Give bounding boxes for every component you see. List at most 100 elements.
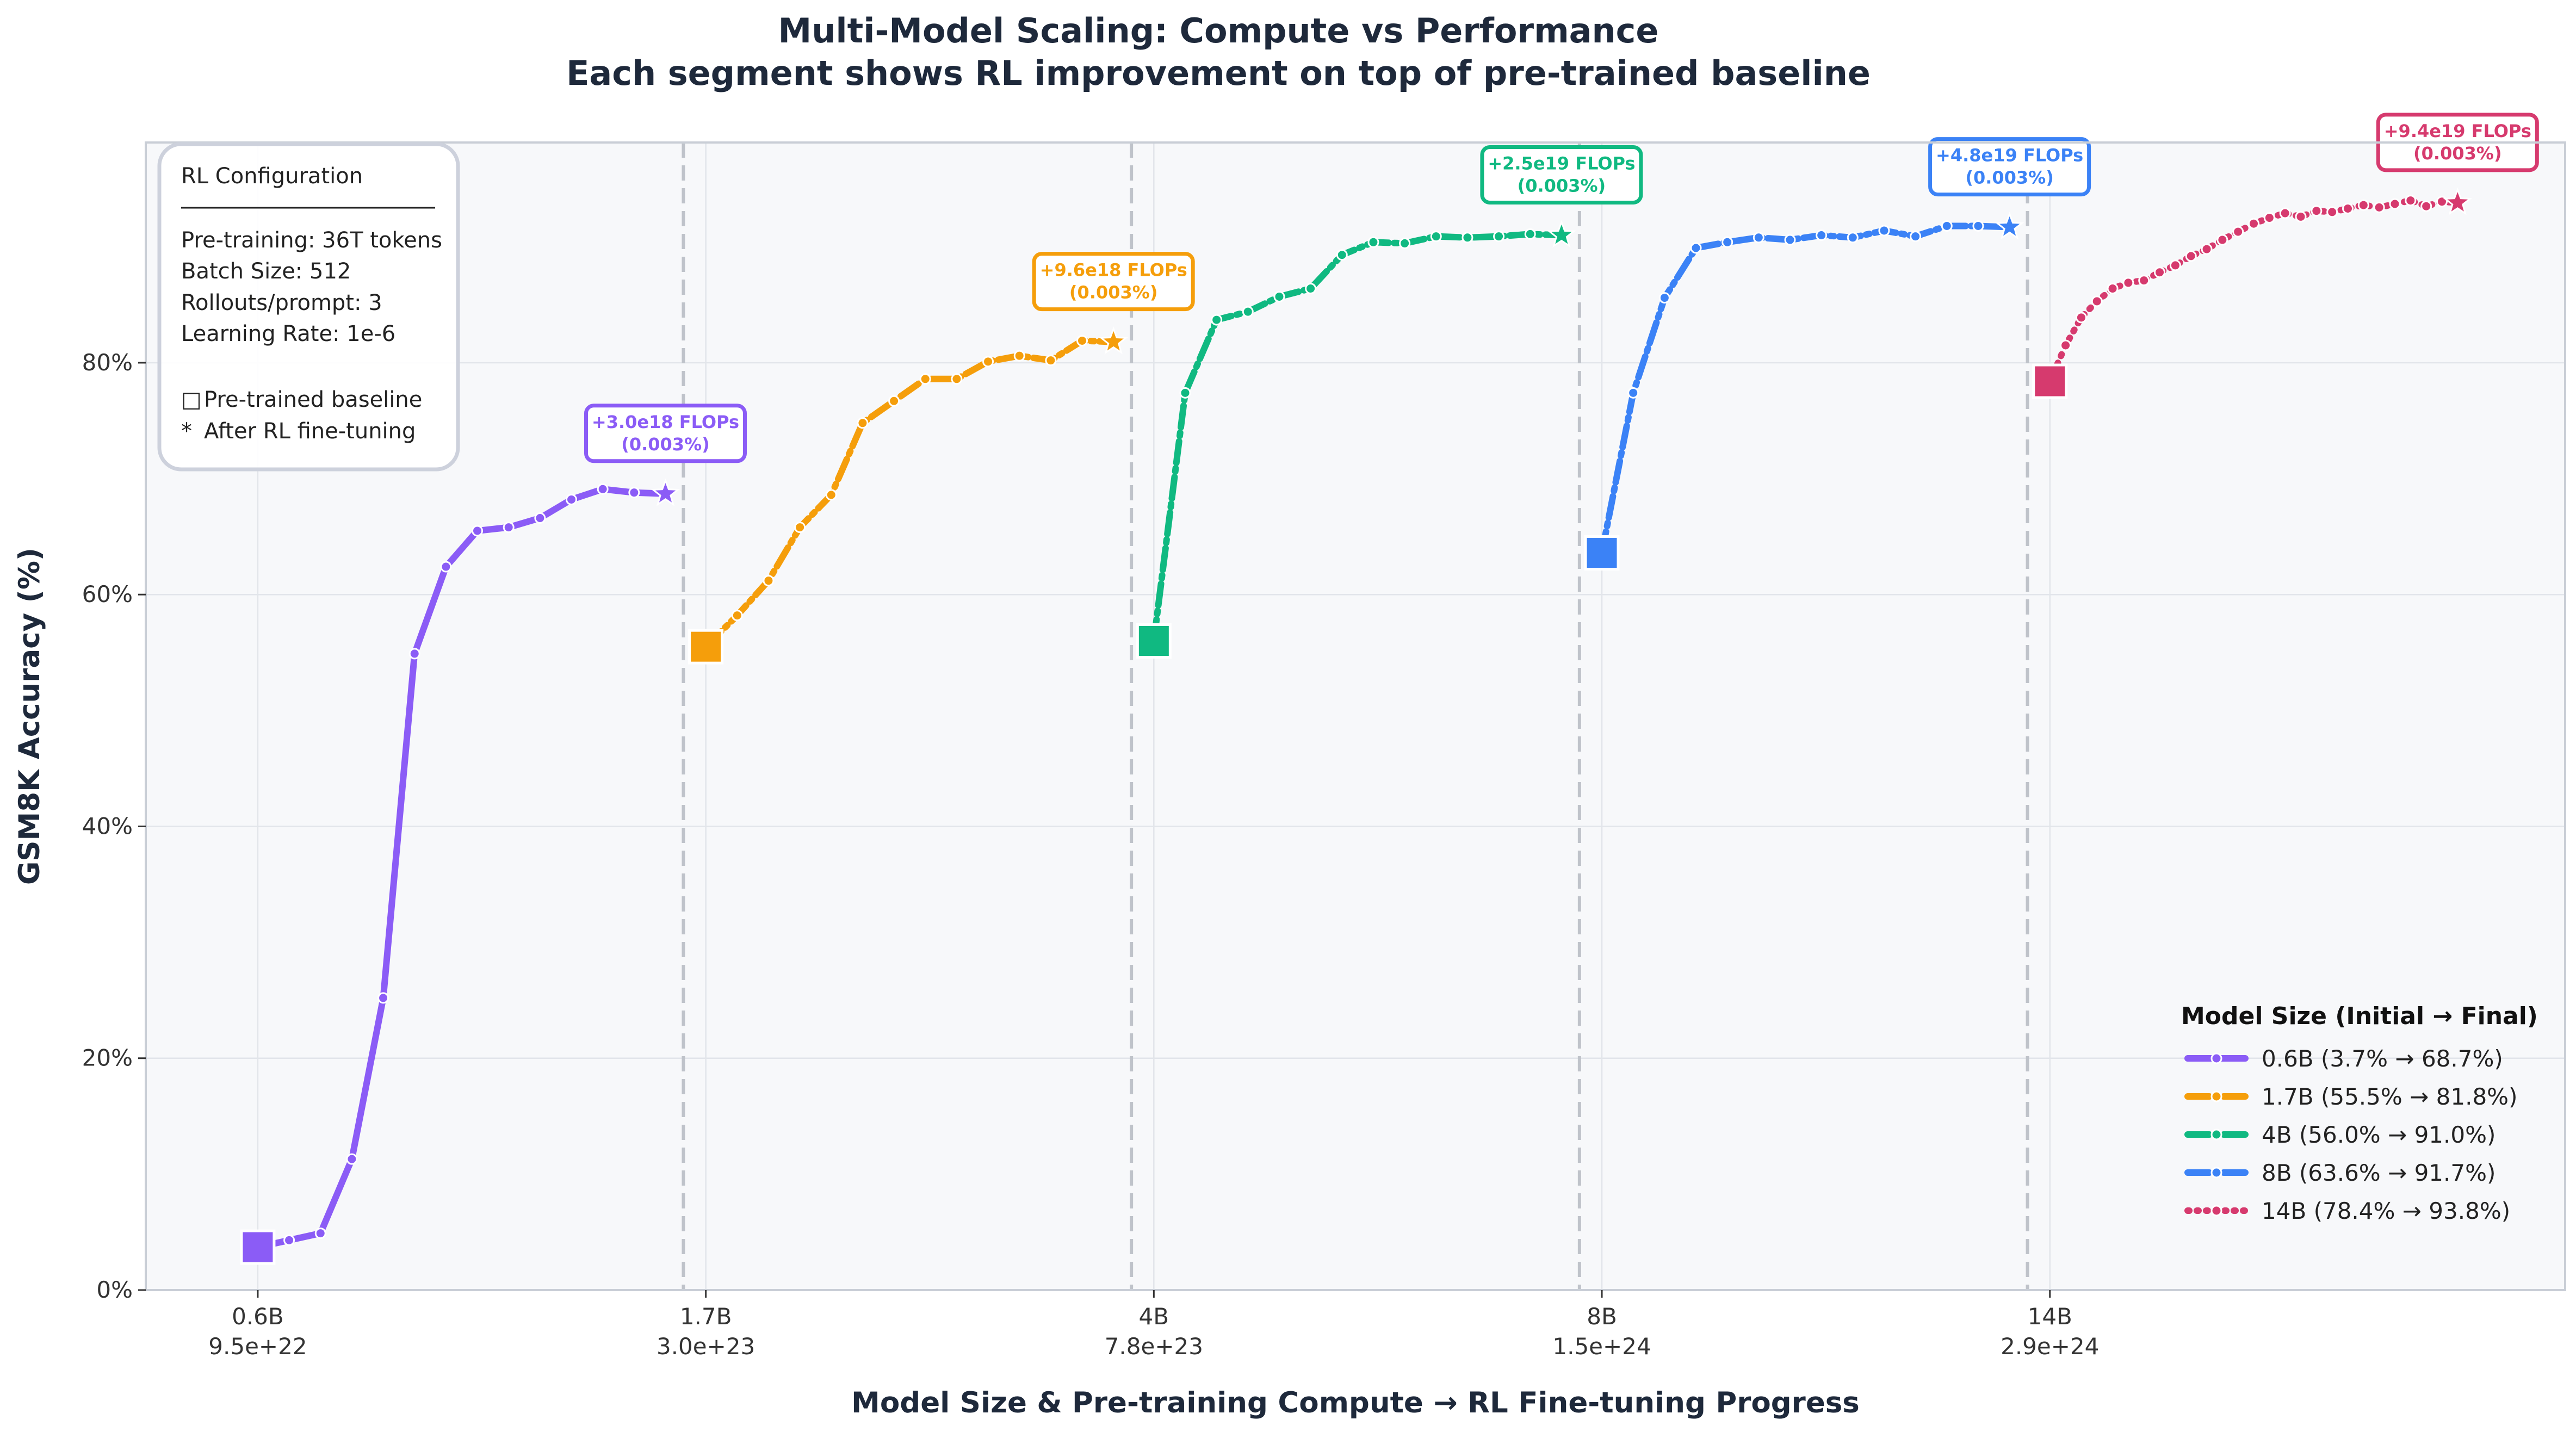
data-point [377,992,389,1004]
x-tick-sublabel: 7.8e+23 [1105,1333,1203,1360]
series-4B [1136,220,1576,659]
data-point [2091,295,2103,307]
config-title: RL Configuration [181,164,363,189]
data-point [2295,210,2307,222]
x-tick-label: 0.6B [232,1303,284,1330]
data-point [982,356,994,368]
data-point [1816,230,1828,241]
config-line: Learning Rate: 1e-6 [181,321,395,346]
data-point [1179,387,1191,399]
legend-swatch-point [2210,1052,2222,1064]
plot-border [145,141,2566,1291]
data-point [1941,220,1953,232]
data-point [1972,220,1984,232]
final-star-marker [1099,326,1129,355]
legend-item-label: 4B (56.0% → 91.0%) [2262,1121,2496,1148]
data-point [2263,212,2275,224]
data-point [2154,266,2166,278]
legend-swatch-point [2210,1205,2222,1217]
flops-annotation-value: +2.5e19 FLOPs [1488,153,1635,174]
data-point [1658,292,1670,304]
baseline-marker [240,1229,276,1265]
y-tick-label: 20% [82,1045,133,1071]
data-point [2373,201,2385,213]
x-tick-sublabel: 3.0e+23 [657,1333,755,1360]
config-box-frame [157,142,460,472]
data-point [503,522,515,534]
data-point [440,561,452,573]
flops-annotation-box [1928,137,2091,197]
x-tick-label: 4B [1139,1303,1169,1330]
baseline-marker-symbol: □ [181,387,202,412]
legend-items: 0.6B (3.7% → 68.7%) 1.7B (55.5% → 81.8%) 4… [2184,1045,2517,1224]
flops-annotation-percent: (0.003%) [2413,143,2502,164]
rl-marker-label: After RL fine-tuning [204,419,416,444]
data-point [1493,231,1505,243]
legend-item-label: 0.6B (3.7% → 68.7%) [2262,1045,2503,1072]
config-line: Batch Size: 512 [181,259,351,284]
data-point [2389,198,2401,210]
series-1.7B [688,326,1129,665]
data-point [2405,195,2417,207]
flops-annotation-value: +4.8e19 FLOPs [1936,145,2083,166]
x-tick-label: 14B [2028,1303,2072,1330]
data-point [1722,236,1733,248]
y-tick-label: 60% [82,581,133,607]
data-point [763,575,775,587]
data-point [888,395,900,407]
final-star-marker [1546,220,1576,248]
data-point [1273,290,1285,302]
data-point [1878,225,1890,237]
legend-item-label: 14B (78.4% → 93.8%) [2262,1198,2510,1224]
data-point [1013,350,1025,362]
data-point [919,373,931,385]
data-point [2326,206,2338,218]
data-point [2185,250,2197,262]
y-tick-label: 0% [96,1276,133,1303]
y-tick-label: 80% [82,349,133,376]
data-point [1910,231,1922,243]
series-0.6B [240,478,680,1265]
data-point [1211,314,1223,326]
legend: Model Size (Initial → Final) 0.6B (3.7% … [2181,1002,2538,1224]
data-point [1753,232,1764,244]
data-point [597,483,609,495]
legend-swatch-point [2210,1129,2222,1140]
data-point [1367,236,1379,248]
data-point [2138,275,2150,287]
flops-annotation-box [584,404,747,463]
config-line: Pre-training: 36T tokens [181,228,442,253]
legend-swatch-point [2210,1167,2222,1179]
series-layer [240,187,2473,1265]
flops-annotation-value: +9.4e19 FLOPs [2384,121,2531,141]
data-point [794,522,806,534]
x-axis-title: Model Size & Pre-training Compute → RL F… [851,1386,1860,1419]
data-point [2216,234,2228,246]
baseline-marker-label: Pre-trained baseline [204,387,422,412]
data-point [472,525,484,537]
flops-annotation-percent: (0.003%) [1518,176,1606,196]
final-star-marker [651,478,680,506]
data-point [1305,283,1317,295]
data-point [1690,242,1702,254]
legend-swatch-point [2210,1090,2222,1102]
data-point [1430,231,1442,243]
y-tick-label: 40% [82,813,133,839]
flops-annotation-percent: (0.003%) [1069,282,1158,303]
data-point [2357,199,2369,211]
data-point [2075,312,2087,324]
data-point [1076,334,1088,346]
flops-annotation-box [1032,252,1195,312]
baseline-marker [1584,535,1620,571]
series-8B [1584,212,2024,571]
flops-annotation-percent: (0.003%) [1965,168,2054,188]
data-point [2232,226,2244,238]
data-point [951,373,963,385]
data-point [731,610,743,622]
data-point [1336,249,1348,261]
data-point [2420,200,2432,212]
legend-item-label: 8B (63.6% → 91.7%) [2262,1160,2496,1186]
flops-annotation-box [1480,145,1643,205]
baseline-marker [688,629,724,665]
